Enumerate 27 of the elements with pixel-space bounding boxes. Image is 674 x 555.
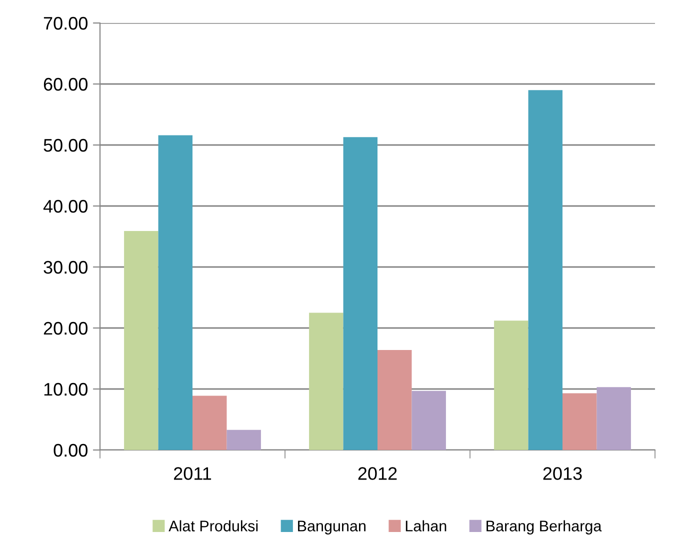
bar [528, 90, 562, 450]
x-tick-label: 2012 [358, 467, 397, 480]
bar [192, 396, 227, 450]
y-tick-label: 70.00 [44, 16, 88, 30]
bar [494, 320, 528, 450]
bar [596, 387, 631, 450]
x-tick-label: 2011 [174, 467, 212, 480]
legend-label: Lahan [406, 520, 446, 532]
y-tick-label: 0.00 [54, 444, 88, 457]
bar [158, 135, 192, 450]
y-tick-label: 60.00 [44, 78, 88, 91]
x-tick-label: 2013 [543, 467, 582, 480]
legend-label: Barang Berharga [486, 520, 602, 534]
bar [309, 312, 344, 450]
bar [343, 137, 378, 450]
bar [562, 393, 597, 450]
legend-label: Bangunan [298, 520, 366, 534]
bar [412, 390, 446, 450]
y-tick-label: 50.00 [44, 138, 88, 152]
y-tick-label: 20.00 [44, 322, 88, 335]
y-tick-label: 10.00 [44, 382, 88, 396]
y-tick-label: 40.00 [43, 200, 88, 213]
bar [124, 231, 158, 450]
legend-label: Alat Produksi [168, 520, 258, 532]
y-tick-label: 30.00 [44, 260, 88, 274]
bar [226, 430, 261, 450]
bar [378, 350, 412, 450]
